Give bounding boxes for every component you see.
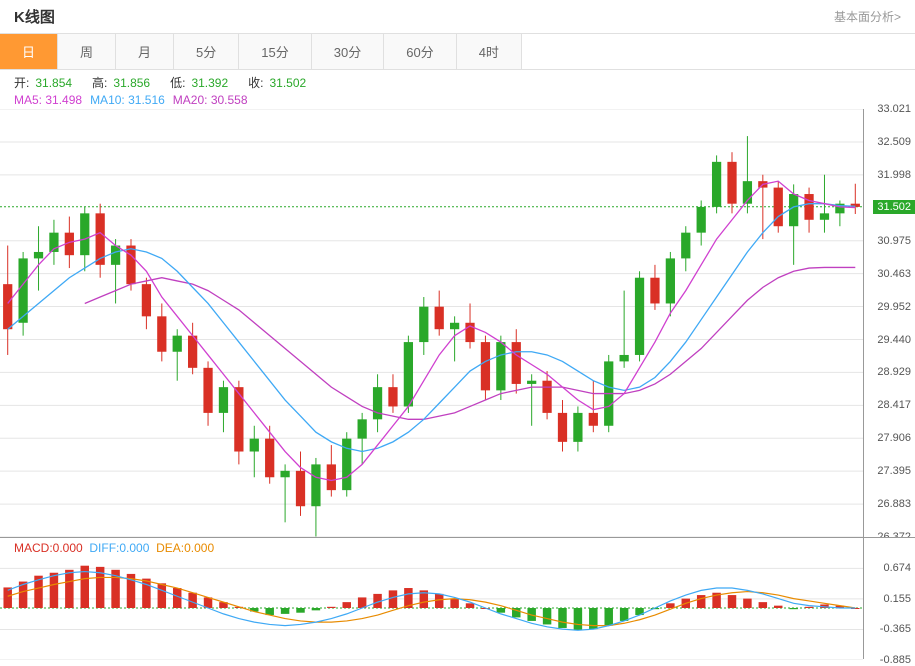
price-ylabel: 30.975 [877,235,911,247]
tab-日[interactable]: 日 [0,34,58,69]
price-ylabel: 31.998 [877,169,911,181]
ma-row: MA5: 31.498 MA10: 31.516 MA20: 30.558 [14,93,901,107]
price-ylabel: 30.463 [877,268,911,280]
timeframe-tabs: 日周月5分15分30分60分4时 [0,34,915,70]
macd-ylabel: 0.674 [883,562,911,574]
tab-5分[interactable]: 5分 [174,34,239,69]
analysis-link[interactable]: 基本面分析> [834,8,901,25]
price-ylabel: 29.440 [877,334,911,346]
price-ylabel: 33.021 [877,103,911,115]
price-ylabel: 28.929 [877,366,911,378]
macd-ylabel: 0.155 [883,593,911,605]
price-ylabel: 32.509 [877,136,911,148]
price-ylabel: 28.417 [877,399,911,411]
macd-ylabel: -0.365 [880,623,911,635]
current-price-tag: 31.502 [873,200,915,214]
tab-4时[interactable]: 4时 [457,34,522,69]
tab-月[interactable]: 月 [116,34,174,69]
price-ylabel: 27.395 [877,465,911,477]
tab-15分[interactable]: 15分 [239,34,311,69]
tab-30分[interactable]: 30分 [312,34,384,69]
price-ylabel: 26.883 [877,498,911,510]
price-ylabel: 29.952 [877,301,911,313]
ohlc-row: 开:31.854 高:31.856 低:31.392 收:31.502 [14,74,901,91]
macd-ylabel: -0.885 [880,654,911,666]
chart-title: K线图 [14,6,55,27]
price-ylabel: 27.906 [877,432,911,444]
price-chart[interactable]: 33.02132.50931.99831.50230.97530.46329.9… [0,109,915,537]
macd-info-row: MACD:0.000 DIFF:0.000 DEA:0.000 [14,541,214,555]
macd-chart[interactable]: MACD:0.000 DIFF:0.000 DEA:0.000 0.674 0.1… [0,537,915,659]
tab-60分[interactable]: 60分 [384,34,456,69]
tab-周[interactable]: 周 [58,34,116,69]
